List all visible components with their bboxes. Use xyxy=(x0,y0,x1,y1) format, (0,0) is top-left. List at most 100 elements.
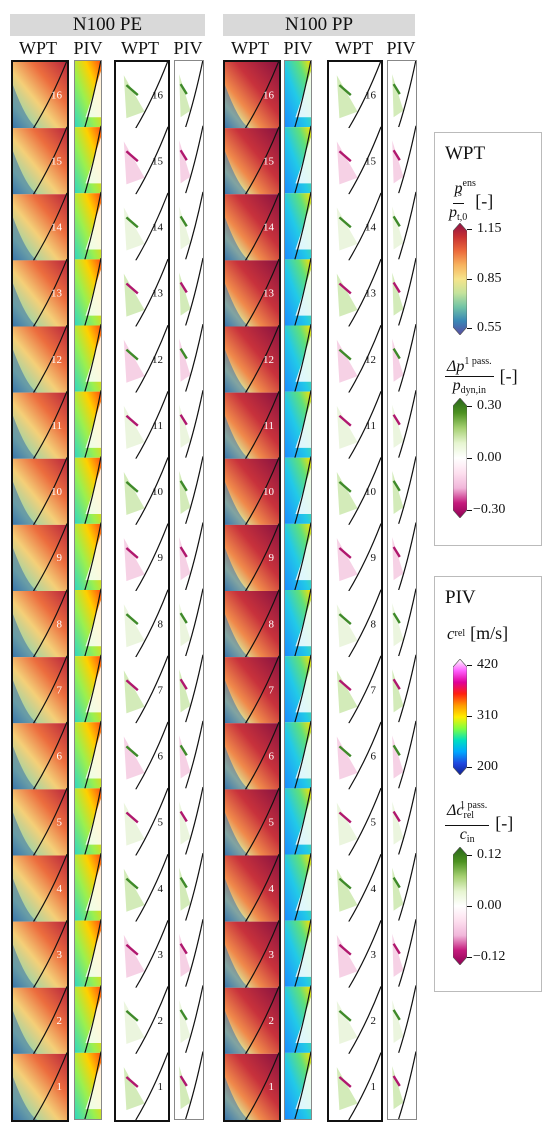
legend-piv-cb2-label: Δcrel1 pass. cin [-] xyxy=(445,797,513,849)
passage-number: 6 xyxy=(158,751,164,763)
passage-number: 16 xyxy=(51,89,63,101)
passage-tile: 15 xyxy=(13,126,67,195)
passage-tile: 2 xyxy=(329,986,381,1055)
strip-pp-wpt-pressure: 16 15 14 13 12 11 10 9 8 7 6 5 4 3 2 1 xyxy=(223,60,281,1122)
passage-tile xyxy=(75,588,101,657)
passage-tile: 5 xyxy=(116,787,168,856)
col-header-pp-wpt: WPT xyxy=(231,38,269,58)
passage-tile xyxy=(388,985,416,1054)
passage-number: 10 xyxy=(365,486,377,498)
col-header-pp-dwpt: WPT xyxy=(335,38,373,58)
legend-piv-colorbar-delta xyxy=(452,846,468,966)
legend-wpt-colorbar-delta xyxy=(452,397,468,519)
passage-tile: 7 xyxy=(225,655,279,724)
passage-tile xyxy=(388,1051,416,1119)
passage-tile xyxy=(75,654,101,723)
passage-tile: 14 xyxy=(13,192,67,261)
passage-number: 8 xyxy=(57,618,63,630)
passage-tile xyxy=(285,257,311,326)
passage-number: 5 xyxy=(57,817,63,829)
passage-tile xyxy=(285,588,311,657)
passage-tile xyxy=(75,324,101,392)
passage-tile: 9 xyxy=(13,523,67,592)
passage-number: 14 xyxy=(51,222,63,234)
passage-tile xyxy=(75,522,101,591)
legend-wpt-cb1-tick-max: 1.15 xyxy=(477,221,502,236)
col-header-pe-dpiv: PIV xyxy=(173,38,203,58)
passage-tile: 8 xyxy=(116,589,168,658)
passage-number: 13 xyxy=(263,288,275,300)
passage-tile xyxy=(175,522,203,591)
passage-tile xyxy=(388,324,416,392)
passage-tile: 2 xyxy=(225,986,279,1055)
passage-number: 4 xyxy=(371,883,377,895)
passage-tile: 7 xyxy=(116,655,168,724)
legend-piv-cb1-tick-min: 200 xyxy=(477,759,498,774)
passage-number: 3 xyxy=(269,949,275,961)
passage-tile xyxy=(388,588,416,657)
passage-number: 2 xyxy=(158,1015,164,1027)
passage-number: 15 xyxy=(365,155,377,167)
legend-piv-title: PIV xyxy=(445,587,476,608)
passage-tile: 11 xyxy=(13,391,67,460)
passage-number: 11 xyxy=(51,420,62,432)
passage-number: 5 xyxy=(158,817,164,829)
passage-tile: 13 xyxy=(225,258,279,327)
strip-pp-piv-velocity xyxy=(284,60,312,1120)
passage-number: 9 xyxy=(371,552,377,564)
passage-number: 13 xyxy=(152,288,164,300)
passage-number: 4 xyxy=(269,883,275,895)
passage-tile: 8 xyxy=(225,589,279,658)
passage-tile xyxy=(175,919,203,987)
passage-number: 10 xyxy=(152,486,164,498)
strip-pp-piv-delta xyxy=(387,60,417,1120)
passage-tile: 16 xyxy=(329,62,381,129)
passage-tile xyxy=(285,919,311,987)
passage-number: 13 xyxy=(365,288,377,300)
passage-number: 6 xyxy=(57,751,63,763)
passage-number: 7 xyxy=(269,684,275,696)
strip-pe-wpt-pressure: 16 15 14 13 12 11 10 9 8 7 6 5 4 3 2 1 xyxy=(11,60,69,1122)
passage-tile xyxy=(75,61,101,128)
passage-number: 14 xyxy=(152,222,164,234)
passage-number: 7 xyxy=(57,684,63,696)
passage-number: 1 xyxy=(371,1081,377,1093)
passage-tile: 11 xyxy=(116,391,168,460)
passage-number: 14 xyxy=(263,222,275,234)
passage-tile: 16 xyxy=(116,62,168,129)
passage-tile: 10 xyxy=(329,457,381,526)
passage-number: 9 xyxy=(57,552,63,564)
passage-tile: 2 xyxy=(13,986,67,1055)
passage-tile: 12 xyxy=(329,324,381,393)
passage-tile xyxy=(175,720,203,789)
legend-piv-cb2-tick-min: −0.12 xyxy=(473,949,506,964)
passage-tile: 12 xyxy=(225,324,279,393)
passage-tile xyxy=(75,390,101,458)
passage-tile xyxy=(388,522,416,591)
passage-tile: 7 xyxy=(329,655,381,724)
passage-tile xyxy=(175,985,203,1054)
passage-tile: 8 xyxy=(329,589,381,658)
col-header-pp-dpiv: PIV xyxy=(386,38,416,58)
passage-tile xyxy=(388,456,416,525)
passage-tile xyxy=(175,853,203,921)
passage-tile xyxy=(75,191,101,260)
passage-tile: 9 xyxy=(329,523,381,592)
strip-pe-piv-velocity xyxy=(74,60,102,1120)
passage-tile: 8 xyxy=(13,589,67,658)
passage-number: 9 xyxy=(158,552,164,564)
passage-tile: 13 xyxy=(116,258,168,327)
passage-tile xyxy=(388,61,416,128)
strip-pe-wpt-delta: 16 15 14 13 12 11 10 9 8 7 6 5 4 3 2 1 xyxy=(114,60,170,1122)
passage-number: 5 xyxy=(269,817,275,829)
passage-number: 1 xyxy=(57,1081,63,1093)
passage-number: 10 xyxy=(263,486,275,498)
strip-pe-piv-delta xyxy=(174,60,204,1120)
passage-tile xyxy=(388,125,416,194)
passage-tile: 10 xyxy=(225,457,279,526)
passage-tile: 6 xyxy=(329,721,381,790)
legend-wpt-cb2-tick-max: 0.30 xyxy=(477,398,502,413)
passage-tile: 3 xyxy=(225,920,279,989)
passage-tile xyxy=(388,720,416,789)
passage-tile: 14 xyxy=(116,192,168,261)
